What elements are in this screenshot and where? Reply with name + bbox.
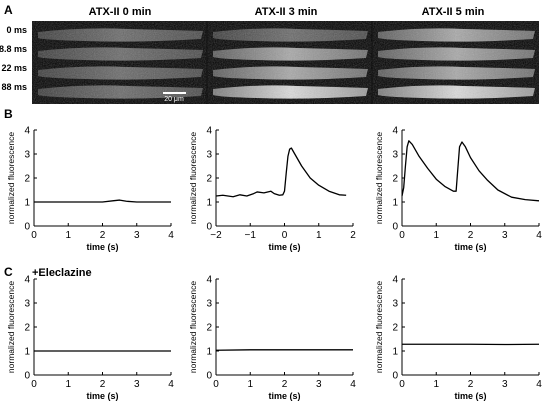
- y-axis-label: normalized fluorescence: [188, 132, 198, 224]
- x-tick-label: 0: [31, 230, 37, 241]
- x-axis-label: time (s): [86, 242, 118, 252]
- eleclazine-label: +Eleclazine: [32, 267, 92, 279]
- condition-label-2: ATX-II 5 min: [422, 6, 485, 18]
- y-tick-label: 0: [24, 371, 30, 382]
- x-tick-label: 4: [536, 230, 542, 241]
- y-tick-label: 4: [206, 126, 212, 137]
- y-tick-label: 1: [206, 198, 212, 209]
- y-tick-label: 2: [206, 174, 212, 185]
- x-axis-label: time (s): [454, 242, 486, 252]
- y-axis-label: normalized fluorescence: [188, 281, 198, 373]
- condition-label-1: ATX-II 3 min: [255, 6, 318, 18]
- time-label-2: 22 ms: [1, 63, 27, 73]
- y-tick-label: 4: [24, 126, 30, 137]
- y-tick-label: 3: [24, 150, 30, 161]
- y-axis-label: normalized fluorescence: [374, 132, 384, 224]
- y-tick-label: 1: [206, 347, 212, 358]
- x-tick-label: 0: [282, 230, 288, 241]
- y-tick-label: 2: [392, 323, 398, 334]
- x-tick-label: 0: [399, 230, 405, 241]
- panel-label-a: A: [4, 3, 13, 17]
- y-tick-label: 3: [206, 150, 212, 161]
- panel-label-b: B: [4, 107, 13, 121]
- chart-B1: 0 1 2 3 4 0 1 2 3 4 time (s) normalized fluorescenc…: [6, 126, 174, 253]
- x-tick-label: 1: [65, 230, 71, 241]
- y-tick-label: 2: [24, 174, 30, 185]
- y-tick-label: 3: [24, 299, 30, 310]
- y-tick-label: 0: [392, 222, 398, 233]
- image-noise: [32, 21, 539, 104]
- y-tick-label: 1: [392, 198, 398, 209]
- y-axis-label: normalized fluorescence: [6, 281, 16, 373]
- x-tick-label: 2: [100, 230, 106, 241]
- y-axis-label: normalized fluorescence: [6, 132, 16, 224]
- y-tick-label: 2: [24, 323, 30, 334]
- x-axis-label: time (s): [86, 391, 118, 401]
- series-line: [215, 147, 347, 198]
- y-tick-label: 4: [206, 275, 212, 286]
- chart-C2: 0 1 2 3 4 0 1 2 3 4 time (s) normalized fluorescenc…: [188, 275, 356, 402]
- x-tick-label: 0: [31, 379, 37, 390]
- y-tick-label: 1: [24, 347, 30, 358]
- chart-C1: 0 1 2 3 4 0 1 2 3 4 time (s) normalized fluorescenc…: [6, 275, 174, 402]
- x-tick-label: 2: [468, 379, 474, 390]
- x-tick-label: 0: [399, 379, 405, 390]
- x-axis-label: time (s): [268, 242, 300, 252]
- scale-bar-label: 20 μm: [164, 96, 184, 103]
- x-tick-label: 1: [316, 230, 322, 241]
- panel-a: ATX-II 0 min ATX-II 3 min ATX-II 5 min 0…: [0, 6, 539, 104]
- y-tick-label: 0: [392, 371, 398, 382]
- x-tick-label: 2: [282, 379, 288, 390]
- x-tick-label: 0: [213, 379, 219, 390]
- x-tick-label: 3: [134, 379, 140, 390]
- y-tick-label: 1: [24, 198, 30, 209]
- x-tick-label: 1: [433, 379, 439, 390]
- x-tick-label: 1: [65, 379, 71, 390]
- x-axis-label: time (s): [268, 391, 300, 401]
- x-tick-label: 3: [502, 230, 508, 241]
- y-tick-label: 4: [392, 126, 398, 137]
- time-label-1: 8.8 ms: [0, 44, 27, 54]
- x-tick-label: −1: [245, 230, 257, 241]
- chart-B2: 0 1 2 3 4 −2 −1 0 1 2 time (s) normalized fluoresce…: [188, 126, 356, 253]
- chart-B3: 0 1 2 3 4 0 1 2 3 4 time (s) normalized fluorescenc…: [374, 126, 542, 253]
- x-axis-label: time (s): [454, 391, 486, 401]
- x-tick-label: 4: [350, 379, 356, 390]
- time-label-0: 0 ms: [6, 25, 27, 35]
- x-tick-label: 4: [168, 379, 174, 390]
- x-tick-label: 2: [350, 230, 356, 241]
- y-axis-label: normalized fluorescence: [374, 281, 384, 373]
- series-line: [34, 199, 171, 203]
- condition-label-0: ATX-II 0 min: [89, 6, 152, 18]
- x-tick-label: 2: [468, 230, 474, 241]
- y-tick-label: 4: [24, 275, 30, 286]
- y-tick-label: 0: [24, 222, 30, 233]
- time-label-3: 88 ms: [1, 82, 27, 92]
- y-tick-label: 0: [206, 222, 212, 233]
- y-tick-label: 4: [392, 275, 398, 286]
- x-tick-label: 1: [433, 230, 439, 241]
- y-tick-label: 2: [392, 174, 398, 185]
- x-tick-label: 2: [100, 379, 106, 390]
- y-tick-label: 3: [206, 299, 212, 310]
- chart-C3: 0 1 2 3 4 0 1 2 3 4 time (s) normalized fluorescenc…: [374, 275, 542, 402]
- y-tick-label: 3: [392, 299, 398, 310]
- y-tick-label: 2: [206, 323, 212, 334]
- panel-label-c: C: [4, 265, 13, 279]
- x-tick-label: 3: [316, 379, 322, 390]
- x-tick-label: 3: [502, 379, 508, 390]
- y-tick-label: 1: [392, 347, 398, 358]
- micrograph-strip: [32, 21, 539, 104]
- series-line: [401, 140, 540, 202]
- x-tick-label: 3: [134, 230, 140, 241]
- x-tick-label: −2: [210, 230, 222, 241]
- y-tick-label: 3: [392, 150, 398, 161]
- charts: 0 1 2 3 4 0 1 2 3 4 time (s) normalized fluorescenc…: [6, 126, 542, 402]
- x-tick-label: 4: [536, 379, 542, 390]
- y-tick-label: 0: [206, 371, 212, 382]
- x-tick-label: 1: [247, 379, 253, 390]
- x-tick-label: 4: [168, 230, 174, 241]
